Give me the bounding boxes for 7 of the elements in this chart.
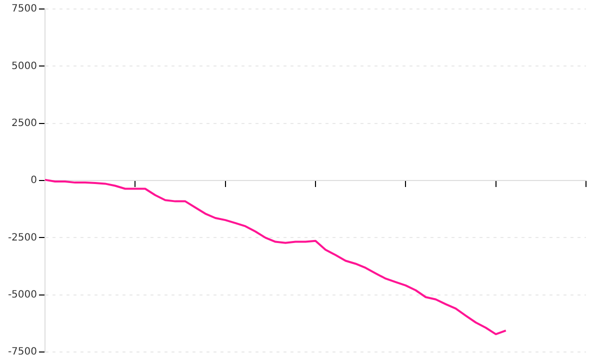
y-tick-label: -2500 xyxy=(8,232,37,244)
y-tick-label: -7500 xyxy=(8,346,37,358)
y-tick-label: 2500 xyxy=(12,118,37,129)
y-tick-label: 7500 xyxy=(12,4,37,15)
y-tick-label: 5000 xyxy=(12,60,37,72)
y-tick-label: -5000 xyxy=(8,289,37,300)
y-tick-label: 0 xyxy=(30,175,37,186)
